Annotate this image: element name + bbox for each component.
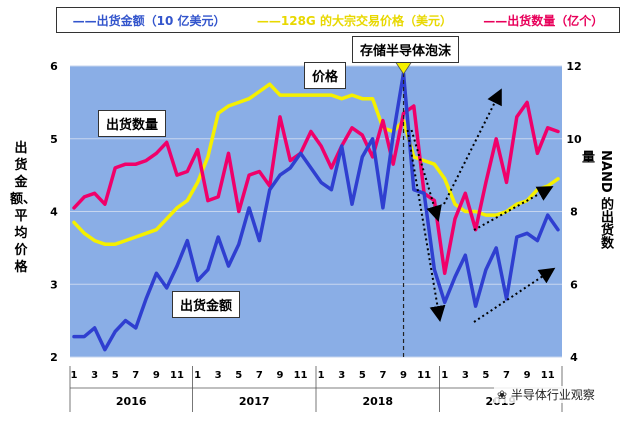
y-axis-right-label: NAND 的出货数量 [579,150,613,250]
watermark-text: 半导体行业观察 [510,388,595,402]
x-tick-label: 11 [294,370,308,381]
x-tick-label: 5 [112,370,119,381]
series-line-bulk-price [72,82,560,246]
x-tick-label: 5 [359,370,366,381]
callout-shipment-value: 出货金额 [172,291,241,318]
x-tick-label: 11 [170,370,184,381]
legend-bulk-price: ——128G 的大宗交易价格（美元） [256,13,452,28]
x-tick-label: 9 [524,370,531,381]
y-tick-right: 6 [570,278,578,291]
x-tick-label: 1 [71,370,78,381]
x-tick-label: 9 [153,370,160,381]
trend-arrow [410,129,442,222]
y-tick-left: 5 [50,133,58,146]
x-tick-label: 3 [338,370,345,381]
x-tick-label: 1 [194,370,201,381]
x-tick-label: 7 [503,370,510,381]
x-tick-label: 11 [541,370,555,381]
callout-price: 价格 [304,62,347,89]
x-tick-label: 11 [417,370,431,381]
x-tick-label: 9 [400,370,407,381]
y-tick-right: 8 [570,206,578,219]
x-tick-label: 1 [318,370,325,381]
trend-arrow [443,88,502,205]
x-tick-label: 1 [441,370,448,381]
callout-storage-bubble: 存储半导体泡沫 [352,36,460,63]
y-tick-left: 6 [50,60,58,73]
x-tick-label: 3 [462,370,469,381]
wechat-icon: ❀ [497,388,508,402]
x-tick-label: 5 [482,370,489,381]
x-tick-label: 3 [215,370,222,381]
year-label: 2018 [362,395,393,408]
year-label: 2016 [116,395,147,408]
y-tick-left: 4 [50,206,58,219]
trend-arrow [406,129,446,322]
x-tick-label: 9 [276,370,283,381]
y-tick-left: 2 [50,351,58,364]
series-line-shipment-volume [72,100,560,276]
x-tick-label: 7 [256,370,263,381]
chart-legend: ——出货金额（10 亿美元） ——128G 的大宗交易价格（美元） ——出货数量… [56,7,620,33]
y-tick-left: 3 [50,278,58,291]
year-label: 2017 [239,395,270,408]
series-line-shipment-value [72,71,560,352]
x-tick-label: 3 [91,370,98,381]
legend-shipment-value: ——出货金额（10 亿美元） [72,13,226,28]
y-tick-right: 10 [566,133,582,146]
watermark: ❀ 半导体行业观察 [494,386,598,403]
x-tick-label: 7 [379,370,386,381]
x-tick-label: 7 [132,370,139,381]
legend-shipment-volume: ——出货数量（亿个） [483,13,604,28]
callout-shipment-volume: 出货数量 [98,110,167,137]
y-axis-left-label: 出货金额、平均价格 [10,141,37,275]
x-tick-label: 5 [235,370,242,381]
y-tick-right: 4 [570,351,578,364]
y-tick-right: 12 [566,60,581,73]
trend-arrow [473,267,556,323]
